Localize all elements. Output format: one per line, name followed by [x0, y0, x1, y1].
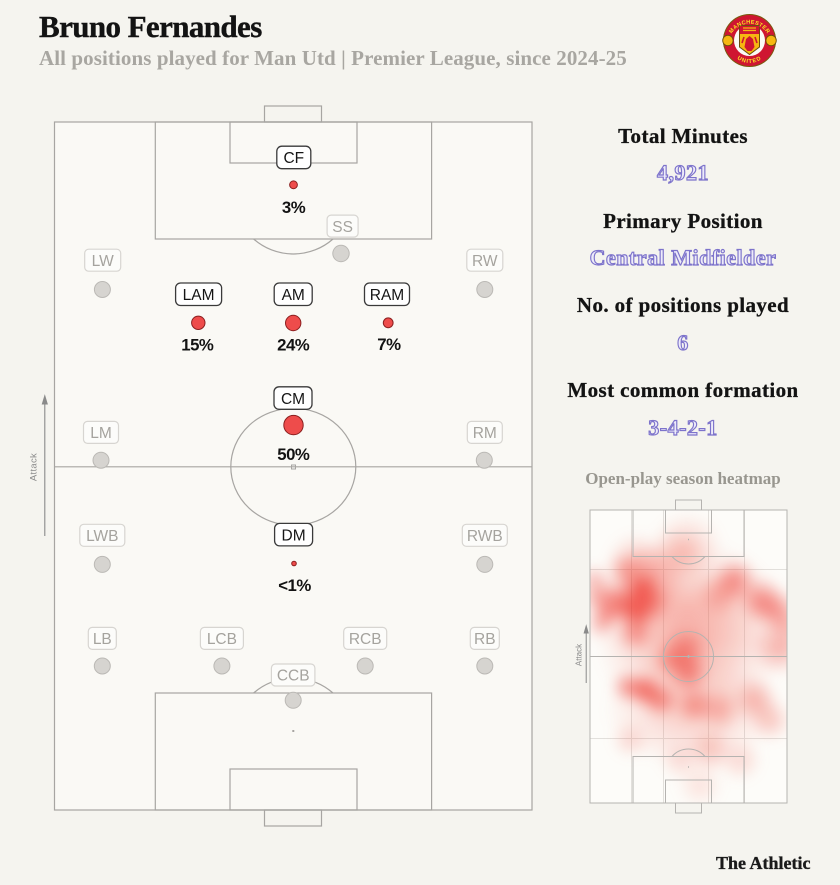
svg-text:CF: CF	[283, 150, 304, 167]
svg-text:LWB: LWB	[86, 528, 118, 545]
svg-text:AM: AM	[282, 287, 305, 304]
svg-text:Attack: Attack	[29, 453, 40, 481]
svg-text:<1%: <1%	[278, 576, 311, 595]
svg-text:CM: CM	[281, 391, 305, 408]
svg-text:RWB: RWB	[467, 528, 503, 545]
svg-text:RAM: RAM	[370, 287, 404, 304]
svg-text:LCB: LCB	[207, 631, 237, 648]
svg-text:UNITED: UNITED	[736, 55, 763, 65]
svg-text:24%: 24%	[277, 336, 310, 355]
svg-text:7%: 7%	[377, 335, 401, 354]
svg-text:DM: DM	[282, 527, 306, 544]
svg-text:3%: 3%	[282, 198, 306, 217]
svg-text:LM: LM	[90, 425, 112, 442]
svg-text:50%: 50%	[277, 445, 310, 464]
svg-text:RW: RW	[472, 253, 498, 270]
svg-text:Attack: Attack	[574, 643, 583, 666]
svg-text:LAM: LAM	[183, 287, 215, 304]
svg-text:SS: SS	[332, 219, 353, 236]
svg-text:RB: RB	[474, 631, 496, 648]
svg-text:15%: 15%	[181, 336, 214, 355]
svg-text:CCB: CCB	[277, 668, 310, 685]
svg-text:RM: RM	[473, 425, 497, 442]
svg-text:RCB: RCB	[349, 631, 382, 648]
svg-text:LW: LW	[92, 253, 114, 270]
svg-text:LB: LB	[93, 631, 112, 648]
